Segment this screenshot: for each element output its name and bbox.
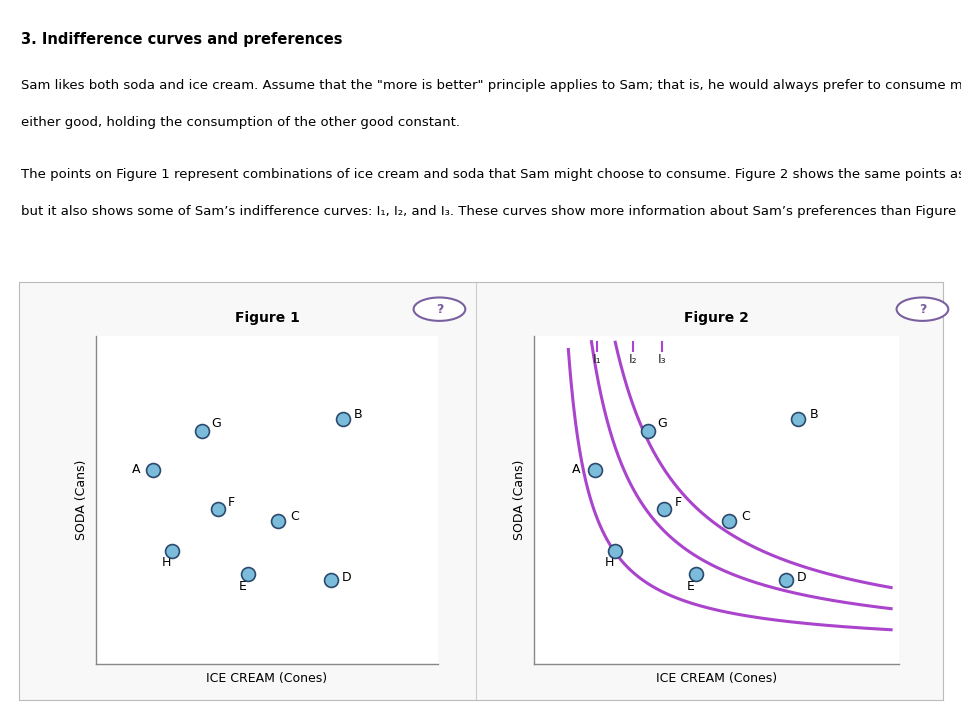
Text: ?: ? [435,303,443,316]
Point [194,426,209,437]
Text: C: C [741,510,750,523]
Text: D: D [797,571,806,584]
Point [324,575,339,586]
Text: The points on Figure 1 represent combinations of ice cream and soda that Sam mig: The points on Figure 1 represent combina… [21,168,961,181]
Text: H: H [604,556,613,569]
Text: A: A [572,463,580,476]
Point [606,545,622,556]
Point [688,569,703,580]
Point [334,413,350,425]
Point [209,503,225,515]
Text: E: E [685,580,694,593]
Point [586,464,602,476]
Text: G: G [210,417,220,430]
Y-axis label: SODA (Cans): SODA (Cans) [75,460,87,540]
Text: E: E [238,580,246,593]
Text: A: A [132,463,140,476]
Point [145,464,160,476]
Circle shape [896,298,948,321]
Point [789,413,804,425]
Text: B: B [354,408,362,421]
Point [270,515,285,526]
Text: B: B [809,408,818,421]
Text: F: F [674,496,681,509]
Text: ?: ? [918,303,925,316]
Point [164,545,180,556]
Point [240,569,256,580]
Text: I₂: I₂ [628,353,637,366]
Text: G: G [656,417,666,430]
Text: either good, holding the consumption of the other good constant.: either good, holding the consumption of … [21,116,459,129]
Circle shape [413,298,465,321]
X-axis label: ICE CREAM (Cones): ICE CREAM (Cones) [655,673,776,685]
Y-axis label: SODA (Cans): SODA (Cans) [512,460,525,540]
Title: Figure 1: Figure 1 [234,311,299,325]
Text: Sam likes both soda and ice cream. Assume that the "more is better" principle ap: Sam likes both soda and ice cream. Assum… [21,79,961,92]
Text: 3. Indifference curves and preferences: 3. Indifference curves and preferences [21,32,342,47]
Point [655,503,671,515]
Point [639,426,654,437]
Point [721,515,736,526]
Text: I₁: I₁ [592,353,601,366]
Text: I₃: I₃ [657,353,665,366]
Text: but it also shows some of Sam’s indifference curves: I₁, I₂, and I₃. These curve: but it also shows some of Sam’s indiffer… [21,205,961,218]
Text: H: H [161,556,171,569]
X-axis label: ICE CREAM (Cones): ICE CREAM (Cones) [207,673,327,685]
Text: F: F [227,496,234,509]
Point [777,575,793,586]
Text: C: C [289,510,298,523]
Title: Figure 2: Figure 2 [683,311,749,325]
Text: D: D [341,571,351,584]
